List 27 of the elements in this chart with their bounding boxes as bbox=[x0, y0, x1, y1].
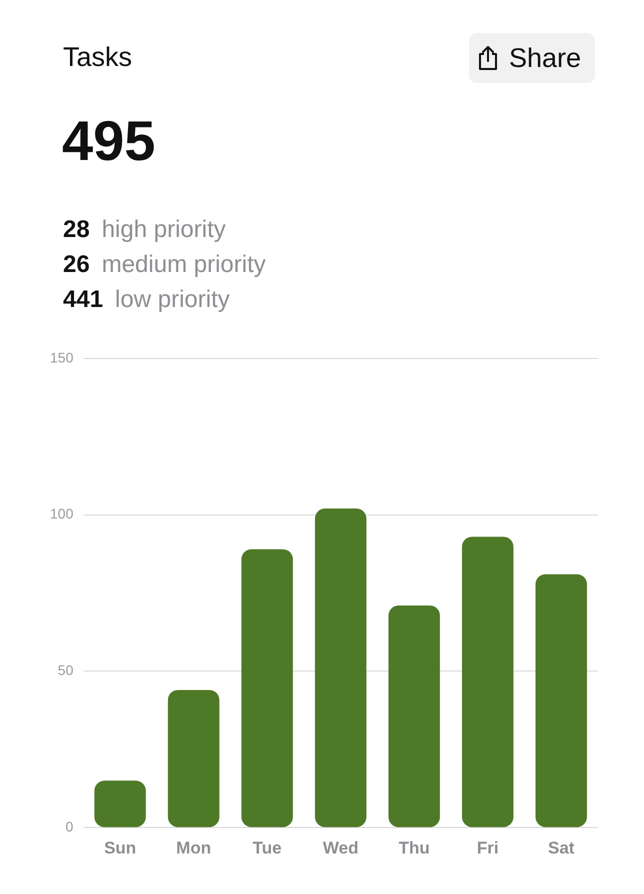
bar bbox=[314, 508, 366, 828]
bar bbox=[94, 780, 146, 828]
bar bbox=[388, 606, 440, 828]
text: 495 bbox=[62, 108, 156, 173]
y-tick-label: 150 bbox=[50, 349, 74, 366]
y-tick-label: 0 bbox=[66, 818, 74, 834]
chart-title: Tasks bbox=[63, 42, 132, 73]
bar bbox=[168, 690, 220, 828]
x-tick-label: Mon bbox=[176, 838, 212, 858]
y-tick-label: 100 bbox=[50, 506, 74, 522]
x-tick-label: Sat bbox=[548, 838, 575, 858]
bar bbox=[536, 574, 587, 828]
text: 28 bbox=[63, 216, 90, 243]
y-tick-label: 50 bbox=[58, 662, 74, 678]
text: low priority bbox=[115, 286, 230, 313]
x-tick-label: Wed bbox=[322, 838, 358, 858]
bar bbox=[462, 536, 514, 828]
bar bbox=[241, 549, 293, 828]
text: medium priority bbox=[102, 251, 266, 278]
text: 441 bbox=[63, 286, 104, 313]
x-tick-label: Tue bbox=[252, 838, 282, 858]
x-tick-label: Fri bbox=[476, 838, 499, 858]
text: Share bbox=[509, 42, 582, 74]
x-tick-label: Sun bbox=[104, 838, 136, 858]
x-tick-label: Thu bbox=[398, 838, 430, 858]
text: 26 bbox=[63, 251, 90, 278]
text: high priority bbox=[102, 216, 226, 243]
